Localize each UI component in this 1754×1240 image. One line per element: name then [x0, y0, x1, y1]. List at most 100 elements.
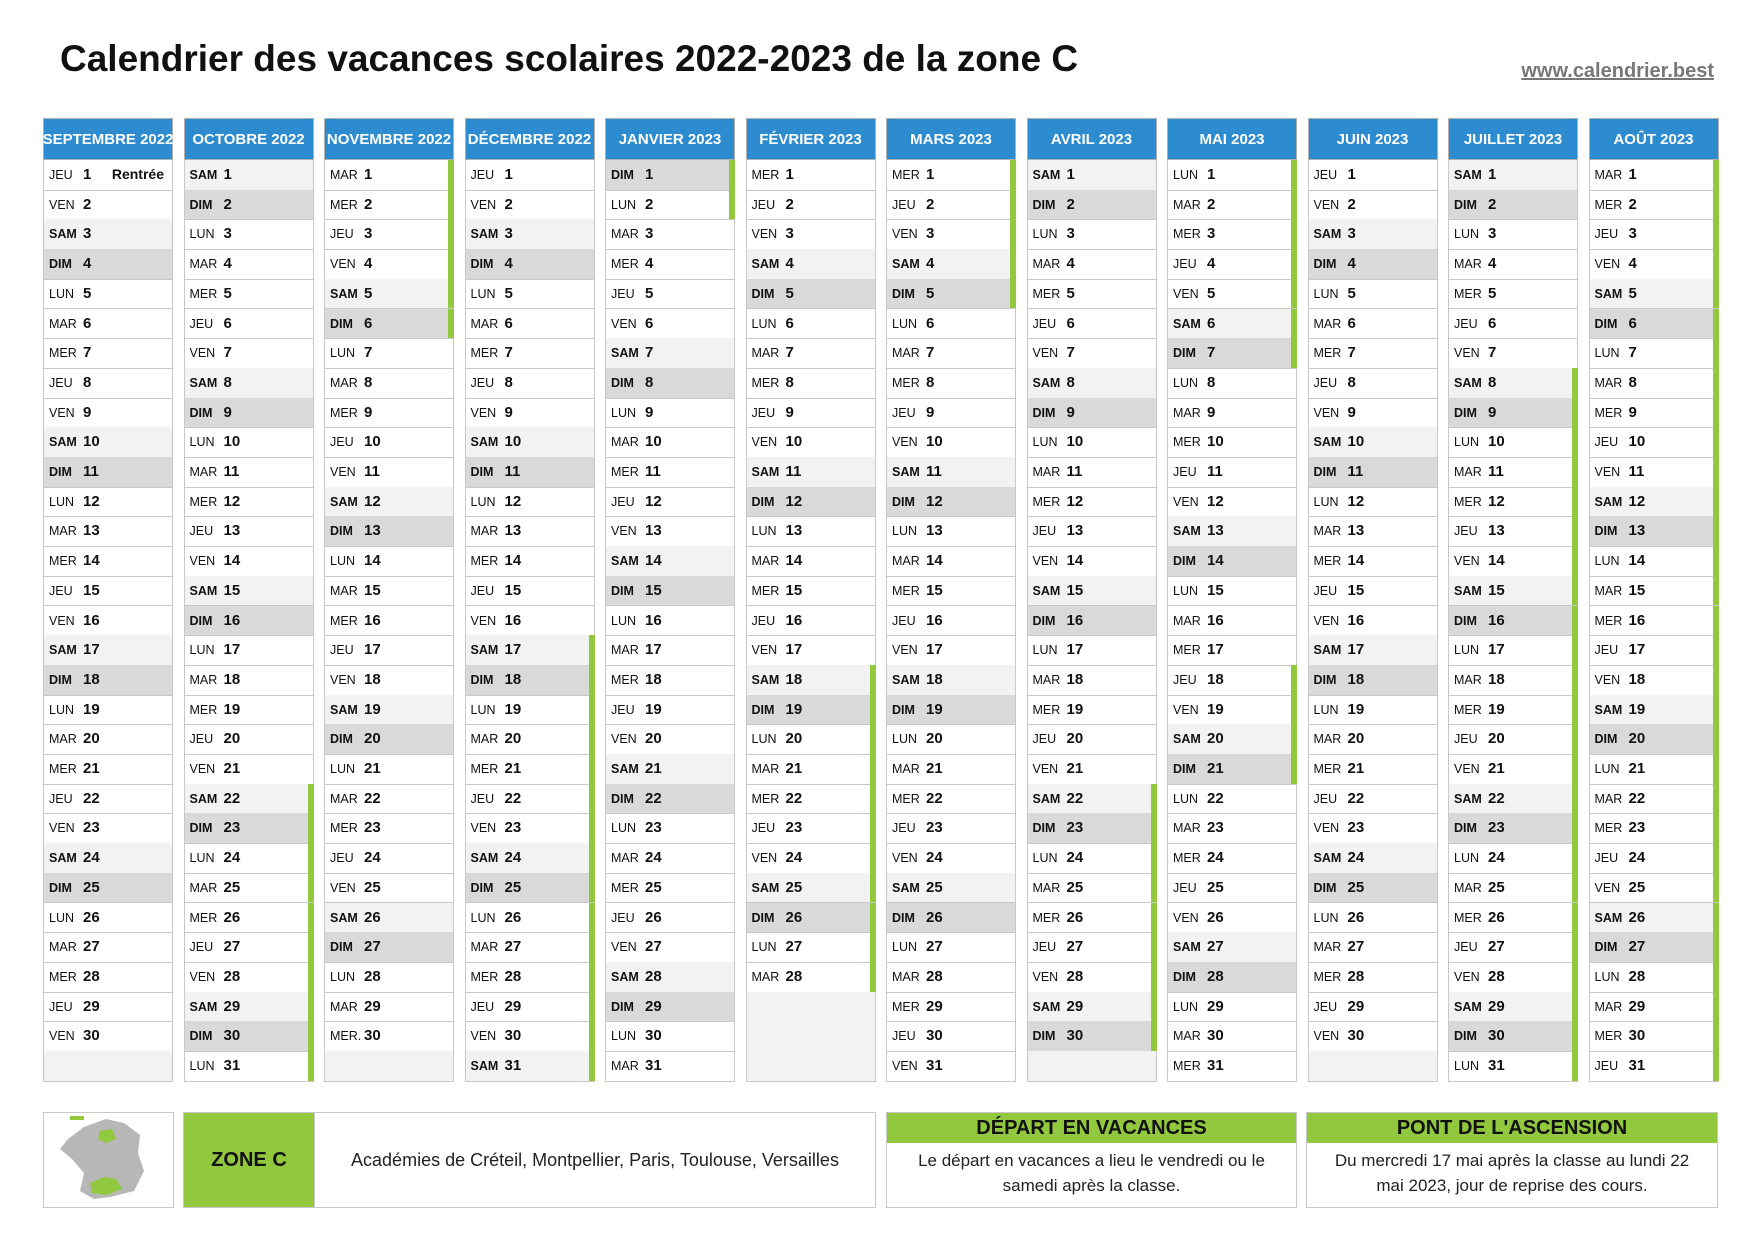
- day-cell: LUN 21: [1588, 754, 1719, 785]
- day-number: 12: [83, 492, 100, 510]
- day-cell: DIM 12: [745, 486, 876, 518]
- day-cell: DIM 2: [183, 189, 314, 221]
- day-number: 30: [1207, 1027, 1224, 1045]
- day-name: DIM: [1594, 732, 1618, 747]
- day-number: 6: [83, 314, 92, 332]
- day-cell: DIM 8: [605, 367, 735, 399]
- day-name: MER: [330, 405, 358, 420]
- day-cell: DIM 30: [1448, 1021, 1578, 1052]
- holiday-bar: [869, 754, 876, 784]
- day-cell: DIM 25: [43, 872, 173, 904]
- day-name: JEU: [892, 405, 916, 420]
- day-cell: JEU 6: [1448, 308, 1578, 340]
- day-name: VEN: [330, 880, 356, 895]
- holiday-bar: [588, 1021, 595, 1051]
- day-cell: VEN 31: [886, 1051, 1016, 1082]
- day-cell: DIM 23: [1448, 813, 1578, 845]
- day-name: MER: [1173, 227, 1201, 242]
- day-cell: VEN 2: [1307, 189, 1438, 221]
- day-name: MER: [1032, 702, 1061, 717]
- holiday-bar: [1712, 1021, 1719, 1051]
- day-name: VEN: [49, 613, 75, 628]
- day-name: VEN: [49, 1029, 75, 1044]
- day-number: 6: [785, 314, 794, 332]
- holiday-bar: [1712, 427, 1719, 457]
- day-number: 5: [1207, 284, 1216, 302]
- holiday-bar: [1712, 457, 1719, 487]
- holiday-bar: [588, 724, 595, 754]
- day-cell: JEU 22: [464, 783, 595, 815]
- day-name: JEU: [1032, 940, 1057, 955]
- day-name: DIM: [330, 524, 353, 539]
- day-name: MER: [611, 880, 639, 895]
- day-cell: SAM 25: [886, 872, 1016, 904]
- day-number: 24: [504, 849, 522, 867]
- day-name: VEN: [1454, 554, 1480, 569]
- day-name: SAM: [1454, 375, 1482, 390]
- day-name: DIM: [189, 1029, 213, 1044]
- day-cell: MAR 13: [1307, 516, 1438, 548]
- day-name: LUN: [1594, 762, 1620, 776]
- day-cell: SAM 24: [43, 843, 173, 874]
- day-name: JEU: [49, 999, 73, 1014]
- holiday-bar: [588, 664, 595, 695]
- day-name: SAM: [1594, 494, 1623, 509]
- day-number: 5: [785, 284, 794, 302]
- site-link[interactable]: www.calendrier.best: [1521, 60, 1714, 82]
- holiday-bar: [1010, 160, 1016, 190]
- day-cell: MAR 27: [464, 932, 595, 963]
- day-name: MAR: [751, 554, 780, 569]
- day-name: SAM: [1313, 851, 1342, 866]
- day-cell: MER 16: [324, 605, 454, 637]
- holiday-bar: [1010, 219, 1016, 250]
- day-name: VEN: [470, 1029, 497, 1044]
- day-number: 2: [926, 195, 935, 213]
- day-name: JEU: [470, 999, 495, 1014]
- month-header: JANVIER 2023: [605, 118, 735, 160]
- day-number: 15: [1207, 581, 1224, 599]
- day-number: 22: [785, 789, 803, 807]
- day-number: 13: [1207, 522, 1224, 540]
- empty-cell: [43, 1051, 173, 1082]
- day-name: DIM: [189, 613, 213, 628]
- holiday-bar: [869, 783, 876, 814]
- day-name: JEU: [49, 375, 73, 390]
- day-name: MAR: [1173, 405, 1201, 420]
- day-cell: LUN 19: [1307, 694, 1438, 726]
- day-number: 21: [785, 760, 803, 777]
- day-cell: MAR 2: [1167, 189, 1297, 221]
- day-name: JEU: [1313, 583, 1338, 598]
- day-cell: SAM 24: [464, 843, 595, 874]
- day-cell: JEU 22: [1307, 783, 1438, 815]
- day-number: 24: [926, 849, 943, 867]
- day-number: 8: [1347, 373, 1356, 391]
- day-name: VEN: [1454, 762, 1480, 776]
- day-number: 31: [1207, 1057, 1224, 1074]
- day-cell: SAM 1: [1448, 160, 1578, 191]
- day-name: LUN: [751, 940, 777, 955]
- day-cell: MER 1: [886, 160, 1016, 191]
- day-name: MER: [892, 375, 920, 390]
- day-name: JEU: [611, 494, 635, 509]
- day-cell: JEU 1: [1307, 160, 1438, 191]
- day-cell: LUN 3: [1448, 219, 1578, 251]
- day-name: VEN: [1454, 969, 1480, 984]
- day-cell: SAM 3: [464, 219, 595, 251]
- day-name: DIM: [470, 465, 494, 479]
- day-name: VEN: [470, 613, 497, 628]
- day-name: MAR: [189, 880, 218, 895]
- day-name: JEU: [611, 286, 635, 301]
- day-name: MAR: [1594, 375, 1623, 390]
- day-name: SAM: [1173, 316, 1201, 331]
- day-cell: LUN 7: [1588, 338, 1719, 369]
- day-number: 3: [926, 225, 935, 243]
- day-cell: VEN 20: [605, 724, 735, 755]
- day-cell: JEU 12: [605, 486, 735, 518]
- day-number: 23: [645, 819, 662, 837]
- day-number: 16: [504, 611, 522, 629]
- day-name: LUN: [1313, 494, 1339, 509]
- day-cell: JEU 27: [183, 932, 314, 963]
- day-name: VEN: [611, 524, 637, 539]
- day-name: DIM: [611, 375, 634, 390]
- day-number: 4: [1347, 255, 1356, 273]
